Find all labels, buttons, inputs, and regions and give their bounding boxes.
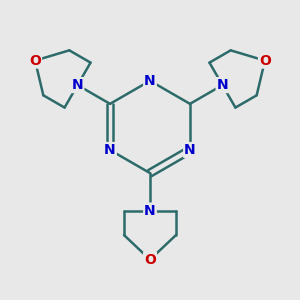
Text: N: N (144, 74, 156, 88)
Text: N: N (104, 143, 116, 157)
Text: N: N (144, 204, 156, 218)
Text: N: N (184, 143, 196, 157)
Text: N: N (72, 78, 83, 92)
Text: O: O (29, 54, 41, 68)
Text: O: O (259, 54, 271, 68)
Text: O: O (144, 253, 156, 267)
Text: N: N (217, 78, 228, 92)
